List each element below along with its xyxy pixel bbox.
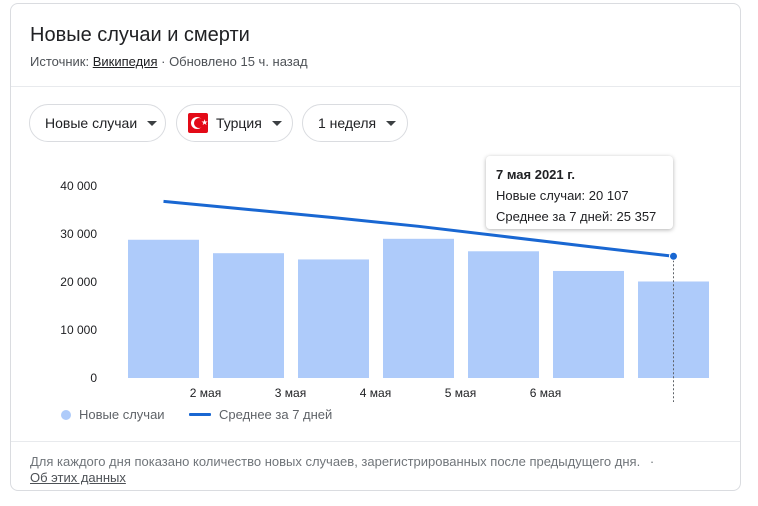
cases-chart[interactable]: 0 10 000 20 000 30 000 40 000 2 мая 3 мая 4 мая… — [11, 154, 740, 414]
legend-cases: Новые случаи — [61, 407, 165, 422]
header-divider — [11, 86, 740, 87]
metric-dropdown[interactable]: Новые случаи — [29, 104, 166, 142]
legend-cases-label: Новые случаи — [79, 407, 165, 422]
about-data-link[interactable]: Об этих данных — [30, 470, 126, 485]
footer-separator: · — [649, 454, 655, 469]
bar — [298, 259, 369, 378]
bar — [383, 238, 454, 378]
chevron-down-icon — [147, 120, 158, 126]
bar — [213, 253, 284, 378]
footer-divider — [11, 441, 740, 442]
updated-text: · Обновлено 15 ч. назад — [161, 54, 308, 69]
y-tick-label: 40 000 — [60, 179, 97, 193]
chevron-down-icon — [271, 120, 282, 126]
legend-dot-icon — [61, 409, 71, 420]
legend-line-icon — [189, 413, 211, 416]
card-title: Новые случаи и смерти — [30, 24, 250, 46]
period-dropdown[interactable]: 1 неделя — [302, 104, 408, 142]
source-prefix: Источник: — [30, 54, 90, 69]
chevron-down-icon — [386, 120, 397, 126]
footer-note: Для каждого дня показано количество новы… — [30, 454, 710, 486]
y-tick-label: 30 000 — [60, 227, 97, 241]
y-tick-label: 0 — [90, 371, 97, 385]
tooltip-cases: Новые случаи: 20 107 — [496, 188, 629, 203]
y-tick-label: 20 000 — [60, 275, 97, 289]
x-tick-label: 3 мая — [275, 386, 306, 400]
bar — [468, 251, 539, 378]
source-line: Источник: Википедия · Обновлено 15 ч. на… — [30, 54, 308, 69]
country-dropdown[interactable]: ★ Турция — [176, 104, 293, 142]
chart-tooltip: 7 мая 2021 г. Новые случаи: 20 107 Средн… — [486, 156, 673, 229]
country-dropdown-label: Турция — [216, 115, 262, 131]
y-tick-label: 10 000 — [60, 323, 97, 337]
legend-average: Среднее за 7 дней — [189, 407, 332, 422]
source-link[interactable]: Википедия — [92, 54, 158, 69]
legend-average-label: Среднее за 7 дней — [219, 407, 333, 422]
x-tick-label: 5 мая — [445, 386, 476, 400]
footer-text: Для каждого дня показано количество новы… — [30, 454, 641, 469]
bar — [128, 239, 199, 378]
x-tick-label: 6 мая — [530, 386, 561, 400]
x-tick-label: 4 мая — [360, 386, 391, 400]
turkey-flag-icon: ★ — [188, 113, 208, 133]
period-dropdown-label: 1 неделя — [318, 115, 377, 131]
highlight-point — [669, 251, 678, 261]
covid-cases-card: Новые случаи и смерти Источник: Википеди… — [10, 3, 741, 491]
x-tick-label: 2 мая — [190, 386, 221, 400]
tooltip-average: Среднее за 7 дней: 25 357 — [496, 209, 657, 224]
bar — [553, 270, 624, 378]
tooltip-date: 7 мая 2021 г. — [496, 167, 575, 182]
metric-dropdown-label: Новые случаи — [45, 115, 138, 131]
average-line — [163, 199, 674, 258]
